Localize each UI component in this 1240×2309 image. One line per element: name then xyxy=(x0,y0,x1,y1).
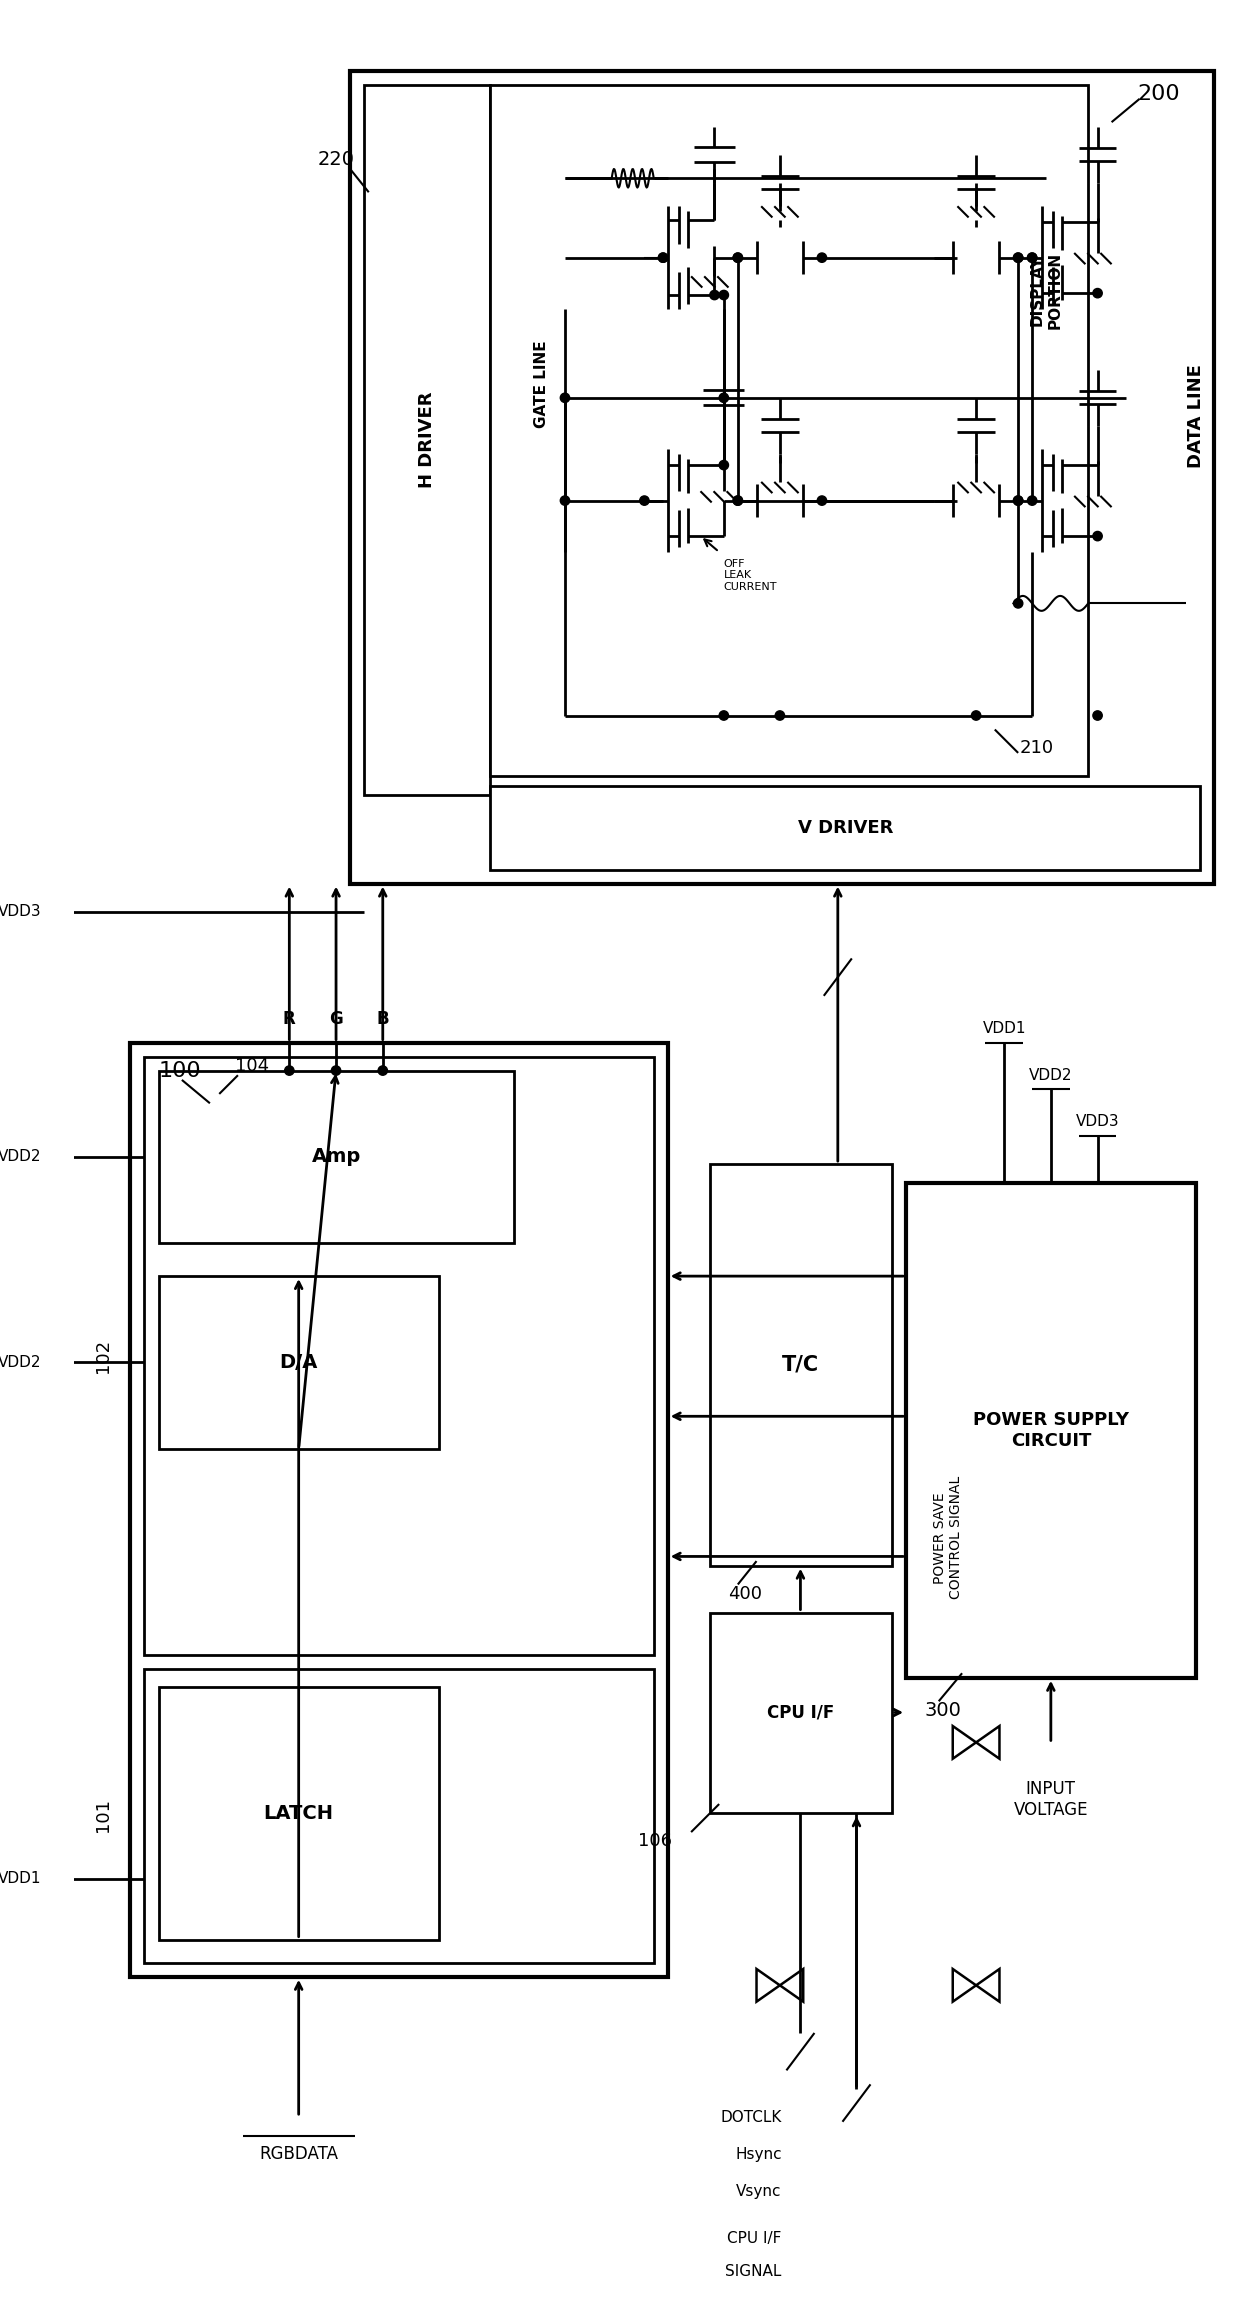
Circle shape xyxy=(1028,254,1037,263)
Text: VDD2: VDD2 xyxy=(0,1355,42,1369)
Text: 106: 106 xyxy=(639,1833,672,1850)
Circle shape xyxy=(1028,496,1037,506)
Text: 400: 400 xyxy=(728,1584,763,1602)
Bar xyxy=(159,1688,439,1940)
Text: 101: 101 xyxy=(94,1799,112,1833)
Circle shape xyxy=(1013,598,1023,607)
Circle shape xyxy=(1092,531,1102,540)
Circle shape xyxy=(378,1067,387,1076)
Text: SIGNAL: SIGNAL xyxy=(725,2263,781,2279)
Bar xyxy=(709,1612,892,1813)
Circle shape xyxy=(331,1067,341,1076)
Circle shape xyxy=(971,711,981,720)
Bar xyxy=(159,1071,513,1245)
Text: INPUT
VOLTAGE: INPUT VOLTAGE xyxy=(1013,1780,1089,1819)
Text: 210: 210 xyxy=(1019,739,1054,757)
Text: H DRIVER: H DRIVER xyxy=(418,393,435,487)
Text: POWER SAVE
CONTROL SIGNAL: POWER SAVE CONTROL SIGNAL xyxy=(932,1475,963,1600)
Text: VDD2: VDD2 xyxy=(1029,1067,1073,1083)
Text: 102: 102 xyxy=(94,1339,112,1372)
Circle shape xyxy=(1092,711,1102,720)
Circle shape xyxy=(709,291,719,300)
Text: Vsync: Vsync xyxy=(737,2184,781,2200)
Text: R: R xyxy=(283,1009,295,1028)
Bar xyxy=(709,1164,892,1566)
Text: VDD3: VDD3 xyxy=(0,905,42,919)
Text: 300: 300 xyxy=(925,1702,961,1720)
Circle shape xyxy=(658,254,668,263)
Bar xyxy=(350,72,1214,884)
Circle shape xyxy=(1092,289,1102,298)
Circle shape xyxy=(1013,254,1023,263)
Circle shape xyxy=(560,496,569,506)
Text: V DRIVER: V DRIVER xyxy=(797,820,893,836)
Circle shape xyxy=(719,291,728,300)
Circle shape xyxy=(733,496,743,506)
Text: Hsync: Hsync xyxy=(735,2147,781,2161)
Text: VDD1: VDD1 xyxy=(0,1870,42,1886)
Circle shape xyxy=(733,254,743,263)
Bar xyxy=(145,1669,653,1963)
Bar xyxy=(490,85,1089,776)
Text: G: G xyxy=(329,1009,343,1028)
Text: 220: 220 xyxy=(317,150,355,169)
Circle shape xyxy=(1013,254,1023,263)
Text: VDD3: VDD3 xyxy=(1076,1115,1120,1129)
Circle shape xyxy=(733,254,743,263)
Circle shape xyxy=(1028,254,1037,263)
Text: B: B xyxy=(377,1009,389,1028)
Circle shape xyxy=(285,1067,294,1076)
Circle shape xyxy=(1013,496,1023,506)
Text: LATCH: LATCH xyxy=(264,1803,334,1822)
Circle shape xyxy=(817,496,827,506)
Circle shape xyxy=(1013,496,1023,506)
Bar xyxy=(906,1182,1195,1679)
Bar xyxy=(145,1058,653,1656)
Circle shape xyxy=(817,254,827,263)
Bar xyxy=(365,85,490,794)
Text: CPU I/F: CPU I/F xyxy=(728,2230,781,2247)
Text: T/C: T/C xyxy=(782,1355,818,1374)
Circle shape xyxy=(719,459,728,469)
Text: DATA LINE: DATA LINE xyxy=(1187,365,1205,469)
Circle shape xyxy=(658,254,668,263)
Circle shape xyxy=(733,496,743,506)
Text: GATE LINE: GATE LINE xyxy=(534,339,549,427)
Text: POWER SUPPLY
CIRCUIT: POWER SUPPLY CIRCUIT xyxy=(973,1411,1128,1450)
Circle shape xyxy=(640,496,649,506)
Bar xyxy=(130,1044,668,1977)
Text: 104: 104 xyxy=(234,1058,269,1076)
Text: OFF
LEAK
CURRENT: OFF LEAK CURRENT xyxy=(724,559,777,591)
Bar xyxy=(490,785,1200,870)
Text: 100: 100 xyxy=(159,1060,201,1081)
Circle shape xyxy=(560,393,569,402)
Text: Amp: Amp xyxy=(311,1148,361,1166)
Text: VDD2: VDD2 xyxy=(0,1150,42,1164)
Circle shape xyxy=(775,711,785,720)
Text: D/A: D/A xyxy=(279,1353,317,1372)
Text: VDD1: VDD1 xyxy=(982,1021,1025,1037)
Text: DISPLAY
PORTION: DISPLAY PORTION xyxy=(1030,252,1063,328)
Circle shape xyxy=(719,393,728,402)
Circle shape xyxy=(719,711,728,720)
Text: 200: 200 xyxy=(1137,83,1179,104)
Text: CPU I/F: CPU I/F xyxy=(766,1704,835,1723)
Text: DOTCLK: DOTCLK xyxy=(720,2110,781,2124)
Bar xyxy=(159,1277,439,1450)
Text: RGBDATA: RGBDATA xyxy=(259,2145,339,2164)
